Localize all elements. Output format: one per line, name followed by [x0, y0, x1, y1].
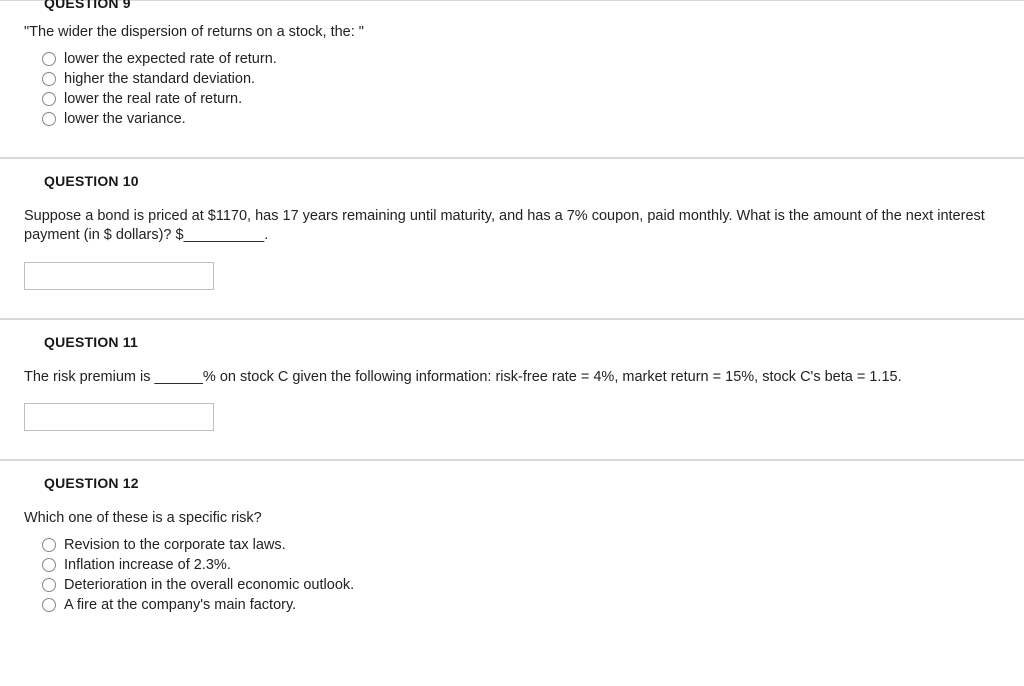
- question-block-10: QUESTION 10 Suppose a bond is priced at …: [0, 159, 1024, 320]
- radio-icon[interactable]: [42, 578, 56, 592]
- radio-icon[interactable]: [42, 598, 56, 612]
- question-header: QUESTION 9: [0, 0, 1024, 19]
- question-prompt: The risk premium is ______% on stock C g…: [0, 364, 1024, 394]
- radio-icon[interactable]: [42, 72, 56, 86]
- option-label: lower the real rate of return.: [64, 91, 242, 107]
- question-header: QUESTION 11: [0, 320, 1024, 364]
- option-label: A fire at the company's main factory.: [64, 597, 296, 613]
- option-row[interactable]: Inflation increase of 2.3%.: [42, 555, 1000, 575]
- option-label: Revision to the corporate tax laws.: [64, 537, 286, 553]
- question-block-11: QUESTION 11 The risk premium is ______% …: [0, 320, 1024, 462]
- option-row[interactable]: Revision to the corporate tax laws.: [42, 535, 1000, 555]
- options-list: Revision to the corporate tax laws. Infl…: [0, 535, 1024, 615]
- option-row[interactable]: lower the variance.: [42, 109, 1000, 129]
- options-list: lower the expected rate of return. highe…: [0, 49, 1024, 129]
- option-label: Inflation increase of 2.3%.: [64, 557, 231, 573]
- option-label: lower the variance.: [64, 111, 186, 127]
- radio-icon[interactable]: [42, 538, 56, 552]
- question-prompt: "The wider the dispersion of returns on …: [0, 19, 1024, 49]
- radio-icon[interactable]: [42, 112, 56, 126]
- answer-input[interactable]: [24, 262, 214, 290]
- question-block-9: QUESTION 9 "The wider the dispersion of …: [0, 0, 1024, 159]
- option-row[interactable]: Deterioration in the overall economic ou…: [42, 575, 1000, 595]
- option-row[interactable]: A fire at the company's main factory.: [42, 595, 1000, 615]
- answer-input[interactable]: [24, 403, 214, 431]
- question-header: QUESTION 10: [0, 159, 1024, 203]
- question-block-12: QUESTION 12 Which one of these is a spec…: [0, 461, 1024, 619]
- option-row[interactable]: higher the standard deviation.: [42, 69, 1000, 89]
- quiz-page: QUESTION 9 "The wider the dispersion of …: [0, 0, 1024, 619]
- radio-icon[interactable]: [42, 558, 56, 572]
- radio-icon[interactable]: [42, 52, 56, 66]
- radio-icon[interactable]: [42, 92, 56, 106]
- question-prompt: Suppose a bond is priced at $1170, has 1…: [0, 203, 1024, 252]
- question-header: QUESTION 12: [0, 461, 1024, 505]
- option-label: Deterioration in the overall economic ou…: [64, 577, 354, 593]
- option-label: lower the expected rate of return.: [64, 51, 277, 67]
- question-prompt: Which one of these is a specific risk?: [0, 505, 1024, 535]
- option-row[interactable]: lower the expected rate of return.: [42, 49, 1000, 69]
- option-row[interactable]: lower the real rate of return.: [42, 89, 1000, 109]
- option-label: higher the standard deviation.: [64, 71, 255, 87]
